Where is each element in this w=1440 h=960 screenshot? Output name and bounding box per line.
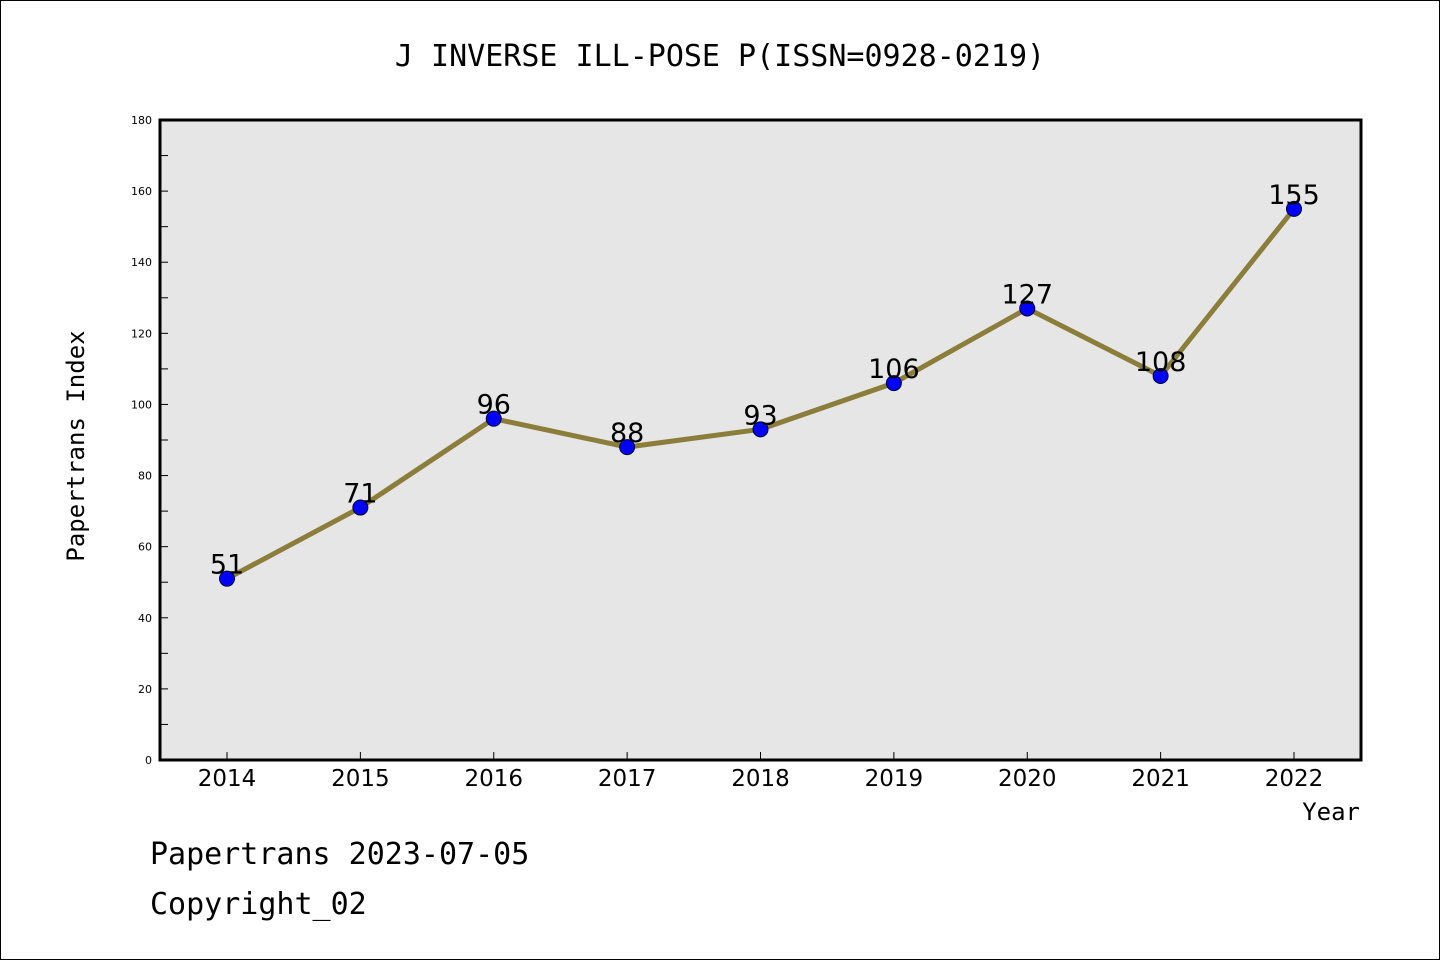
y-tick-label: 140 <box>131 256 152 269</box>
data-point <box>885 375 902 392</box>
chart-title: J INVERSE ILL-POSE P(ISSN=0928-0219) <box>395 39 1045 74</box>
y-tick-label: 100 <box>131 398 152 411</box>
data-point <box>485 410 502 427</box>
x-tick-label: 2015 <box>331 766 390 792</box>
data-label: 106 <box>868 354 920 385</box>
x-tick-label: 2017 <box>598 766 657 792</box>
y-tick-label: 40 <box>138 612 152 625</box>
y-tick-label: 20 <box>138 683 152 696</box>
x-tick-label: 2016 <box>464 766 523 792</box>
x-tick-label: 2021 <box>1131 766 1190 792</box>
y-tick-label: 0 <box>145 754 152 767</box>
data-label: 93 <box>743 400 777 431</box>
footer-date: Papertrans 2023-07-05 <box>150 837 529 872</box>
x-tick-label: 2019 <box>865 766 924 792</box>
data-point <box>1152 368 1169 384</box>
data-label: 51 <box>210 550 244 581</box>
y-axis-label: Papertrans Index <box>62 330 90 561</box>
y-tick-label: 60 <box>138 541 152 554</box>
x-tick-label: 2022 <box>1265 766 1324 792</box>
data-point <box>219 570 235 587</box>
y-tick-label: 80 <box>138 470 152 483</box>
footer-copyright: Copyright_02 <box>150 887 367 922</box>
data-label: 71 <box>343 479 377 510</box>
data-label: 88 <box>610 418 644 449</box>
data-point <box>352 499 369 516</box>
data-point <box>619 439 636 456</box>
data-point <box>1019 300 1036 317</box>
x-axis-label: Year <box>1302 798 1360 826</box>
plot-area <box>158 118 1363 762</box>
data-point <box>1286 200 1302 217</box>
y-tick-label: 120 <box>131 327 152 340</box>
data-label: 108 <box>1135 347 1187 378</box>
data-label: 127 <box>1001 279 1053 310</box>
series-layer: 51 71 96 88 93 106 127 108 155 <box>210 180 1320 587</box>
y-tick-label: 180 <box>131 114 152 127</box>
x-axis: 2014 2015 2016 2017 2018 2019 2020 2021 2022 <box>198 752 1324 792</box>
data-point <box>752 421 769 438</box>
y-axis: 0 20 40 60 80 100 120 140 160 180 <box>131 114 168 767</box>
data-label: 155 <box>1268 180 1320 211</box>
y-tick-label: 160 <box>131 185 152 198</box>
x-tick-label: 2020 <box>998 766 1057 792</box>
x-tick-label: 2018 <box>731 766 790 792</box>
data-label: 96 <box>477 390 511 421</box>
x-tick-label: 2014 <box>198 766 257 792</box>
